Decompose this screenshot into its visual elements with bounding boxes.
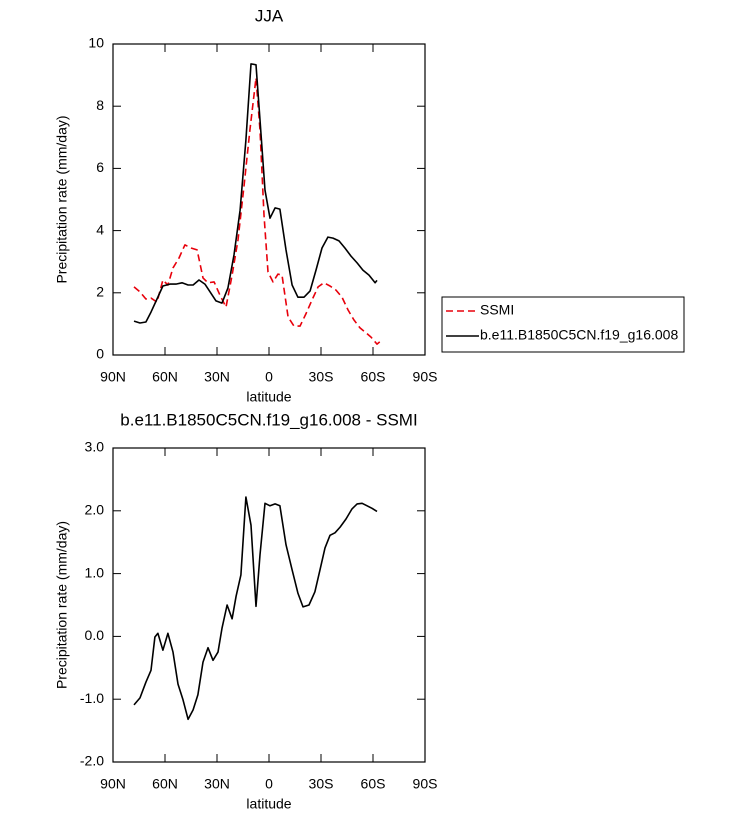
x-tick-label: 60N: [152, 369, 178, 385]
y-tick-label: 0.0: [85, 627, 105, 643]
x-tick-label: 90N: [100, 776, 126, 792]
chart-title: JJA: [255, 6, 284, 25]
data-line: [133, 496, 378, 721]
y-tick-label: 6: [96, 159, 104, 175]
data-line: [133, 63, 378, 324]
x-tick-label: 60S: [361, 776, 386, 792]
x-tick-label: 0: [265, 369, 273, 385]
y-tick-label: 10: [88, 35, 104, 51]
y-tick-label: -1.0: [80, 690, 104, 706]
x-tick-label: 30N: [204, 776, 230, 792]
legend: SSMI b.e11.B1850C5CN.f19_g16.008: [441, 296, 685, 353]
y-tick-label: 2: [96, 284, 104, 300]
plot-frame: [112, 447, 426, 763]
x-tick-label: 30N: [204, 369, 230, 385]
x-tick-label: 90S: [413, 776, 438, 792]
x-tick-label: 90S: [413, 369, 438, 385]
y-tick-label: 2.0: [85, 502, 105, 518]
y-tick-label: 8: [96, 97, 104, 113]
legend-box: [441, 296, 685, 353]
y-tick-label: 0: [96, 346, 104, 362]
y-axis-label: Precipitation rate (mm/day): [54, 115, 70, 283]
x-tick-label: 30S: [309, 369, 334, 385]
chart-title: b.e11.B1850C5CN.f19_g16.008 - SSMI: [120, 410, 417, 429]
legend-label: SSMI: [480, 302, 514, 318]
y-axis-label: Precipitation rate (mm/day): [54, 521, 70, 689]
x-axis-label: latitude: [246, 389, 291, 405]
x-tick-label: 30S: [309, 776, 334, 792]
y-tick-label: 3.0: [85, 439, 105, 455]
x-tick-label: 0: [265, 776, 273, 792]
plot-frame: [112, 43, 426, 356]
y-tick-label: 4: [96, 221, 104, 237]
x-tick-label: 60N: [152, 776, 178, 792]
y-tick-label: 1.0: [85, 564, 105, 580]
x-axis-label: latitude: [246, 796, 291, 812]
x-tick-label: 60S: [361, 369, 386, 385]
y-tick-label: -2.0: [80, 753, 104, 769]
legend-label: b.e11.B1850C5CN.f19_g16.008: [480, 327, 678, 343]
data-line: [133, 77, 383, 345]
x-tick-label: 90N: [100, 369, 126, 385]
